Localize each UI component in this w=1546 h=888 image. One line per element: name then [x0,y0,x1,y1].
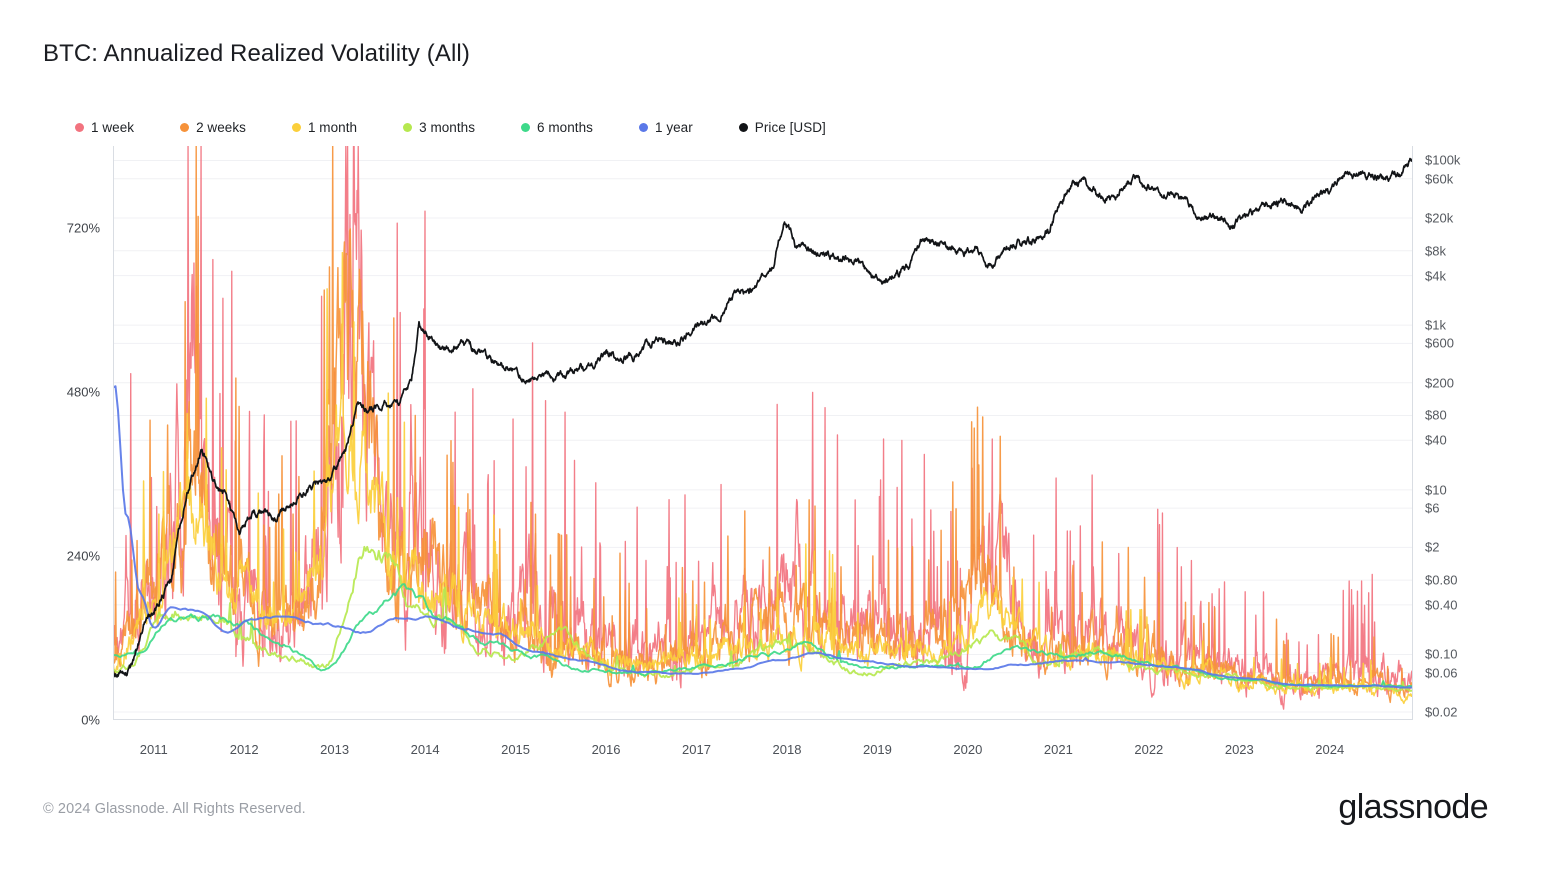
x-axis-tick: 2020 [953,742,983,757]
legend-item-label: 3 months [419,119,476,135]
y-axis-left-tick: 240% [66,548,100,564]
legend-item-m1[interactable]: 1 month [291,119,358,135]
legend-color-dot-m1 [291,122,301,132]
legend-item-y1[interactable]: 1 year [638,119,693,135]
legend-item-label: 6 months [537,119,593,135]
legend-item-label: 1 year [654,119,693,135]
legend-item-price[interactable]: Price [USD] [738,119,826,135]
x-axis-tick: 2012 [229,742,259,757]
x-axis-tick: 2022 [1134,742,1164,757]
brand-watermark: glassnode [1338,788,1488,826]
legend-item-w2[interactable]: 2 weeks [180,120,246,135]
series-line-m3 [113,545,1413,693]
x-axis-tick: 2018 [772,742,802,757]
y-axis-right-tick: $20k [1425,210,1454,226]
series-line-price [113,157,1413,678]
legend-color-dot-m3 [403,122,413,132]
y-axis-right-tick: $80 [1425,407,1447,423]
y-axis-left-tick: 0% [81,712,100,728]
y-axis-right-tick: $0.80 [1425,572,1458,588]
page-title: BTC: Annualized Realized Volatility (All… [43,40,470,67]
y-axis-right-tick: $600 [1425,335,1454,351]
y-axis-left-tick: 480% [66,384,100,400]
legend-item-m3[interactable]: 3 months [403,120,475,135]
series-line-w2 [113,146,1413,704]
x-axis-tick: 2011 [139,742,168,757]
y-axis-left: 0% 240% 480% 720% [0,146,100,728]
y-axis-right-tick: $2 [1425,539,1440,555]
legend-item-w1[interactable]: 1 week [75,120,134,135]
y-axis-right-tick: $40 [1425,432,1447,448]
legend-color-dot-w1 [75,122,84,132]
plot-border-right [1412,146,1413,720]
y-axis-right-tick: $1k [1425,317,1446,333]
y-axis-right-tick: $6 [1425,500,1440,516]
y-axis-right-tick: $0.10 [1425,646,1458,662]
chart-canvas [113,146,1413,713]
legend-color-dot-w2 [180,122,190,132]
x-axis-tick: 2019 [862,742,892,757]
y-axis-right-tick: $200 [1425,375,1454,391]
plot-border-bottom [113,719,1413,720]
x-axis-tick: 2013 [320,742,350,757]
legend-item-label: 2 weeks [196,119,246,135]
legend-item-label: Price [USD] [754,119,826,135]
series-line-m1 [113,251,1413,705]
plot-area [113,146,1413,720]
y-axis-right-tick: $10 [1425,482,1447,498]
legend-color-dot-price [738,122,748,132]
chart-legend: 1 week 2 weeks 1 month 3 months 6 months 1 ye… [75,118,826,136]
x-axis-tick: 2014 [410,742,440,757]
x-axis-tick: 2021 [1043,742,1073,757]
legend-color-dot-y1 [638,122,648,132]
chart-series-layer [113,146,1413,710]
footer-copyright: © 2024 Glassnode. All Rights Reserved. [43,801,306,817]
y-axis-right: $100k $60k $20k $8k $4k $1k $600 $200 $80 $40 $10 $… [1425,146,1545,720]
legend-item-label: 1 month [307,119,358,135]
legend-item-m6[interactable]: 6 months [521,120,593,135]
y-axis-right-tick: $8k [1425,243,1446,259]
x-axis-tick: 2016 [591,742,621,757]
legend-item-label: 1 week [91,119,135,135]
y-axis-right-tick: $60k [1425,171,1454,187]
x-axis-tick: 2024 [1315,742,1345,757]
series-line-y1 [113,385,1413,689]
legend-color-dot-m6 [521,122,531,132]
y-axis-right-tick: $0.40 [1425,597,1458,613]
x-axis: 2011 2012 2013 2014 2015 2016 2017 2018 2019 2020… [113,742,1413,764]
x-axis-tick: 2015 [501,742,531,757]
y-axis-left-tick: 720% [66,220,100,236]
plot-border-left [113,146,114,720]
y-axis-right-tick: $100k [1425,152,1461,168]
x-axis-tick: 2017 [682,742,711,757]
x-axis-tick: 2023 [1224,742,1254,757]
y-axis-right-tick: $0.02 [1425,704,1458,720]
y-axis-right-tick: $4k [1425,268,1446,284]
y-axis-right-tick: $0.06 [1425,665,1458,681]
